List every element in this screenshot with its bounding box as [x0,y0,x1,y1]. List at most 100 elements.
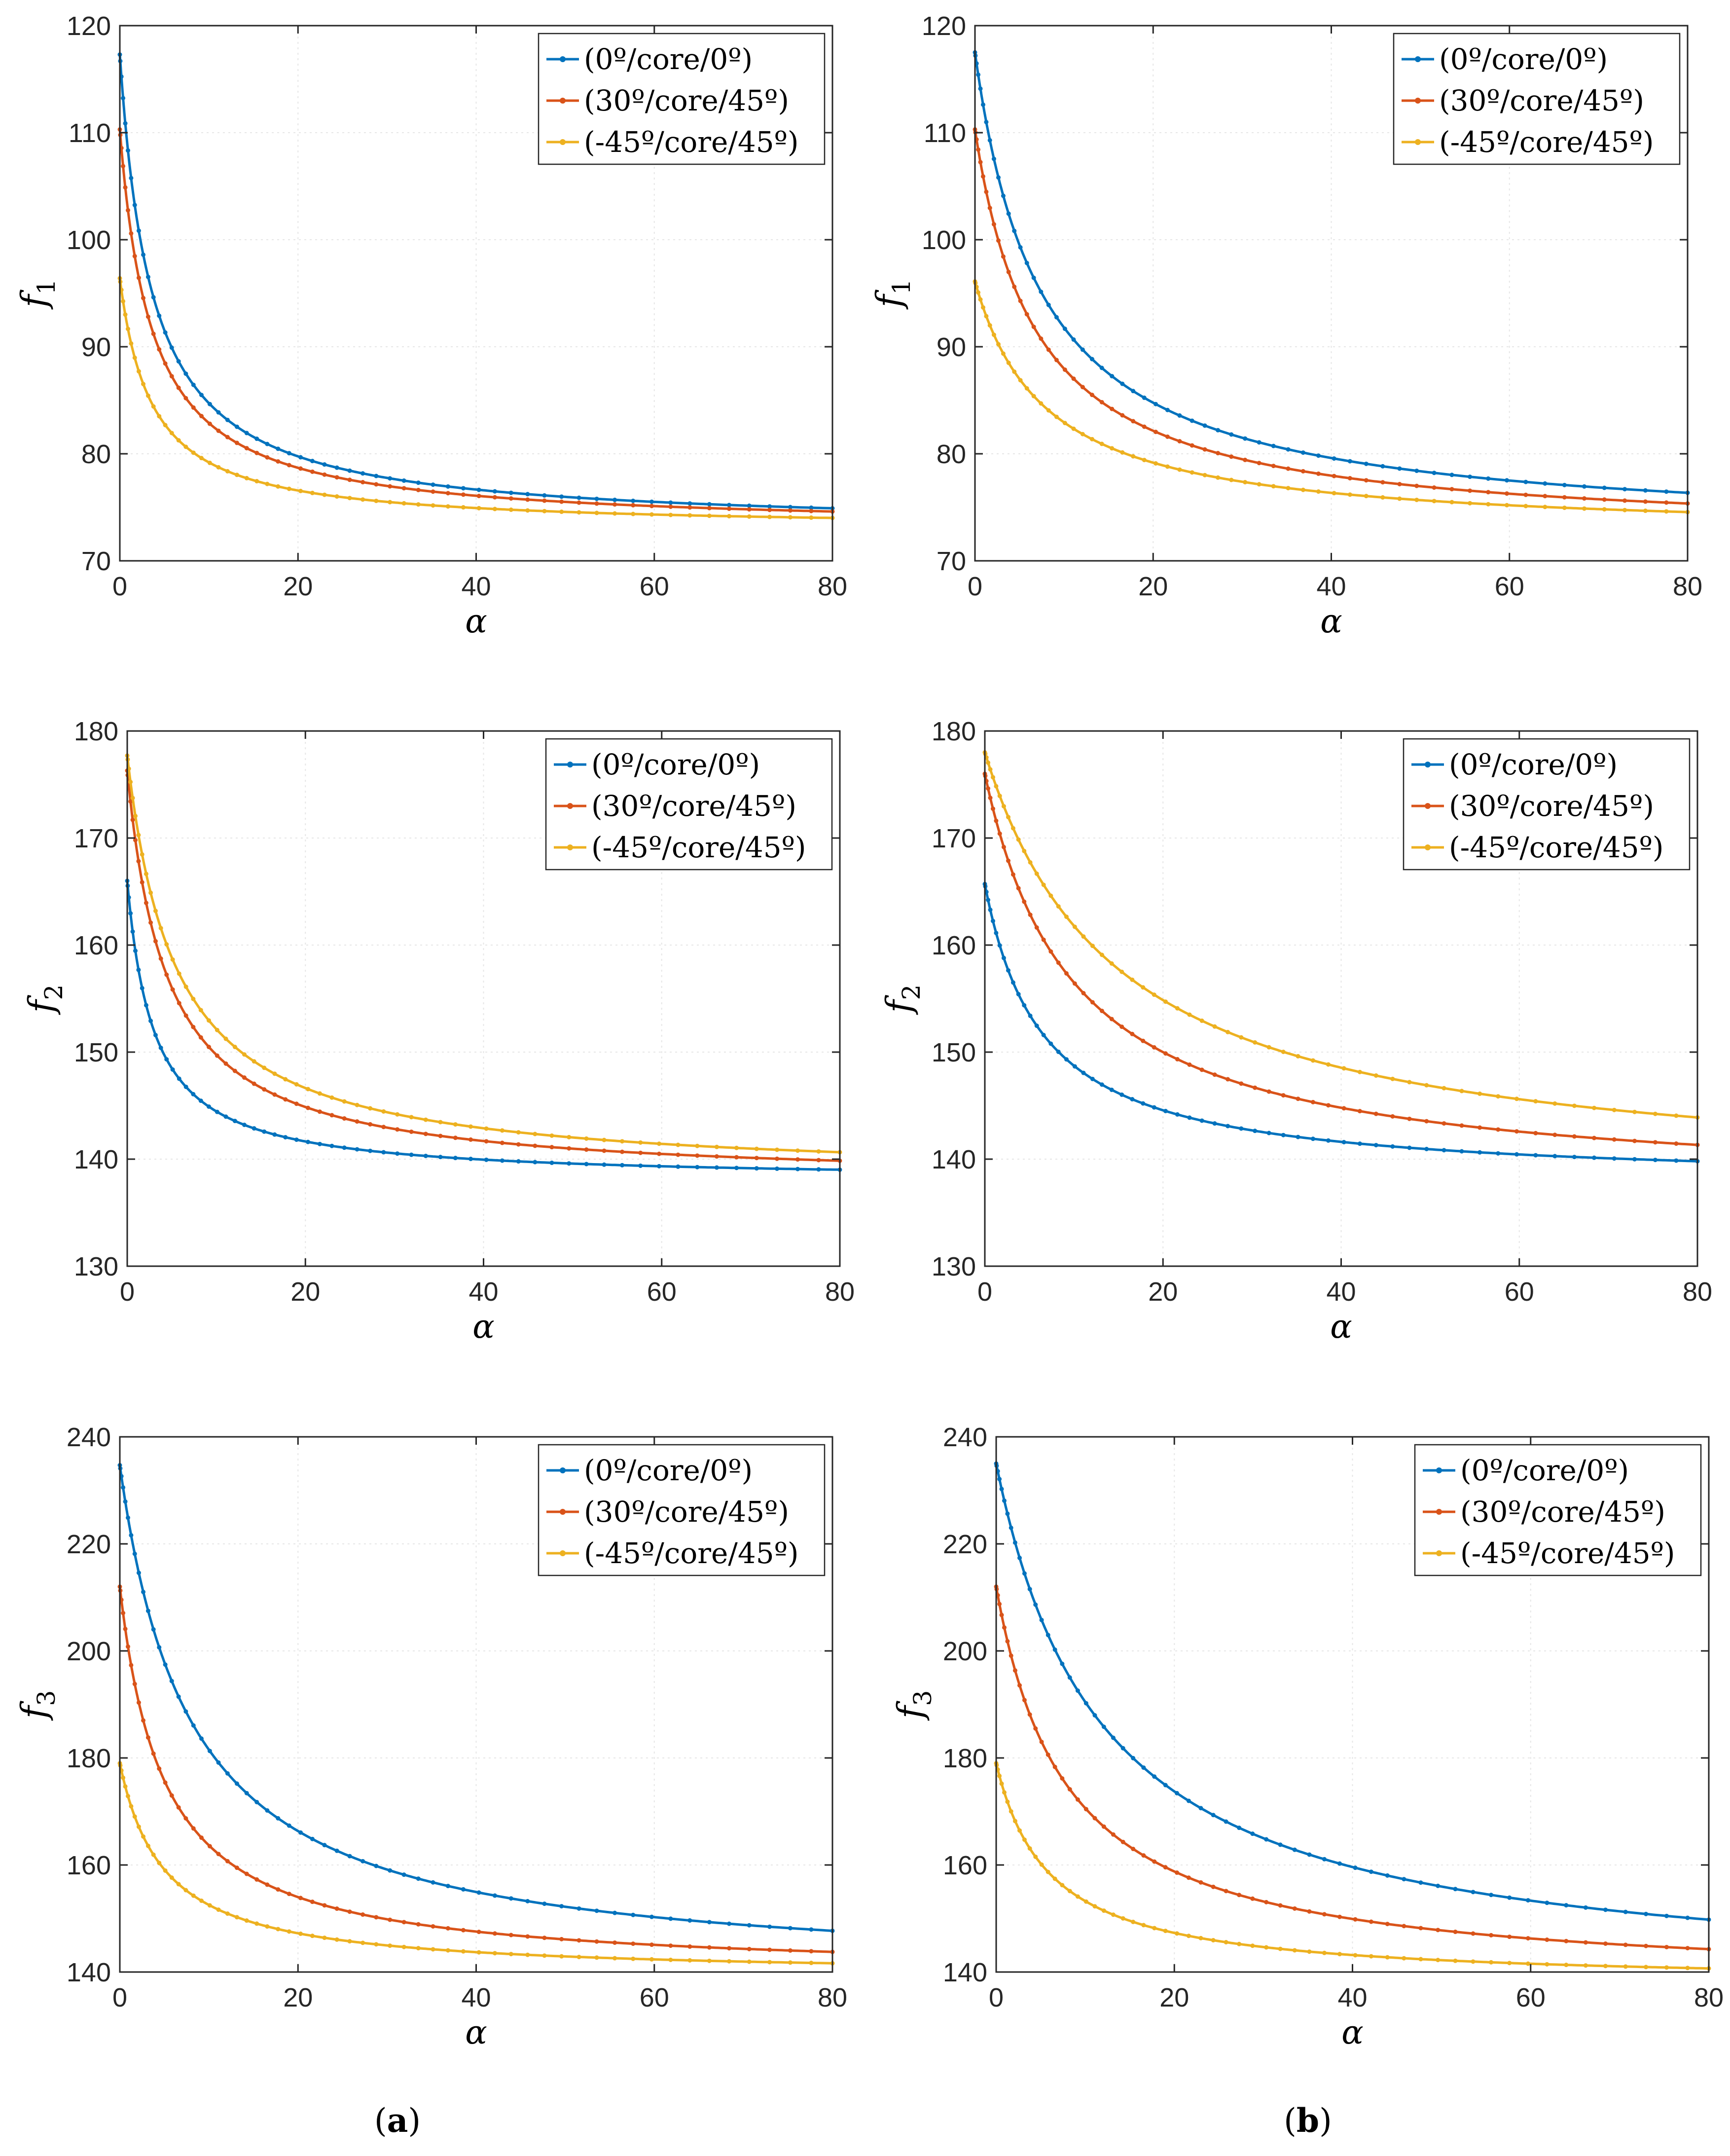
y-axis-label: f3 [890,1690,937,1721]
data-point [199,414,204,419]
data-point [128,799,133,804]
legend-label: (-45º/core/45º) [584,125,799,159]
data-point [151,331,156,336]
data-point [754,1166,759,1171]
data-point [123,1626,128,1631]
data-point [1198,1806,1203,1811]
data-point [144,872,148,877]
data-point [163,330,168,335]
data-point [1632,1138,1637,1143]
data-point [1177,467,1182,472]
data-point [500,1128,505,1133]
data-point [1603,1941,1608,1946]
data-point [649,1957,654,1962]
data-point [388,1943,393,1948]
data-point [468,1157,473,1162]
data-point [207,1903,212,1908]
data-point [130,796,135,801]
data-point [788,1948,793,1953]
data-point [141,382,146,387]
data-point [215,1053,219,1058]
data-point [1353,1865,1358,1870]
data-point [1072,1064,1077,1069]
data-point [1119,1024,1124,1029]
data-point [1031,325,1036,329]
data-point [492,1931,497,1936]
data-point [1380,495,1385,500]
data-point [695,1165,700,1169]
data-point [1286,486,1291,491]
data-point [1016,886,1021,891]
data-point [584,1147,589,1152]
data-point [1099,365,1104,370]
data-point [1081,934,1086,939]
data-point [1099,952,1104,957]
data-point [140,880,144,885]
legend-label: (-45º/core/45º) [584,1536,799,1570]
data-point [1397,496,1402,501]
data-point [1664,1965,1669,1970]
data-point [129,1663,134,1668]
data-point [1064,1057,1069,1062]
data-point [676,1152,681,1157]
data-point [360,1912,365,1917]
x-tick-label: 20 [1138,572,1168,601]
data-point [125,208,130,213]
data-point [1092,1904,1097,1909]
data-point [234,473,239,477]
data-point [140,852,144,857]
data-point [1459,1089,1464,1094]
data-point [151,1852,156,1857]
data-point [445,1948,450,1953]
data-point [1075,1797,1080,1802]
data-point [310,1836,315,1841]
data-point [310,469,315,474]
data-point [129,1533,134,1538]
data-point [1045,1752,1050,1757]
data-point [453,1122,458,1127]
data-point [1623,1964,1628,1969]
data-point [199,456,204,461]
data-point [374,482,379,487]
data-point [1402,1924,1406,1929]
data-point [1523,479,1528,484]
data-point [121,164,126,169]
data-point [317,1109,322,1114]
data-point [976,290,981,295]
data-point [638,1140,643,1145]
data-point [1045,1869,1050,1874]
data-point [132,1681,137,1686]
data-point [123,1784,128,1789]
data-point [276,1816,281,1821]
data-point [1486,490,1491,495]
data-point [164,1057,169,1062]
data-point [1141,1101,1146,1106]
data-point [207,460,212,465]
data-point [1253,1040,1258,1045]
data-point [1337,1914,1342,1919]
data-point [125,1793,130,1798]
data-point [1039,401,1044,406]
data-point [1131,389,1136,394]
data-point [1385,1873,1390,1878]
data-point [767,504,772,509]
data-point [170,957,175,962]
data-point [1442,1086,1446,1091]
data-point [1090,944,1095,949]
y-tick-label: 110 [69,118,111,148]
data-point [1341,1066,1346,1071]
data-point [795,1148,800,1153]
data-point [1266,1089,1271,1094]
data-point [216,410,221,415]
data-point [687,501,692,506]
data-point [298,1931,303,1936]
data-point [1385,1922,1390,1927]
data-point [1163,1108,1168,1113]
data-point [476,494,481,499]
data-point [1432,485,1437,490]
data-point [360,497,365,502]
data-point [1564,1963,1569,1968]
data-point [141,1718,146,1723]
data-point [484,1126,489,1131]
data-point [657,1151,662,1156]
